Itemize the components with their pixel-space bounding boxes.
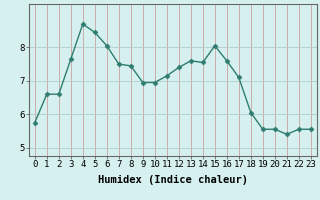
X-axis label: Humidex (Indice chaleur): Humidex (Indice chaleur) bbox=[98, 175, 248, 185]
